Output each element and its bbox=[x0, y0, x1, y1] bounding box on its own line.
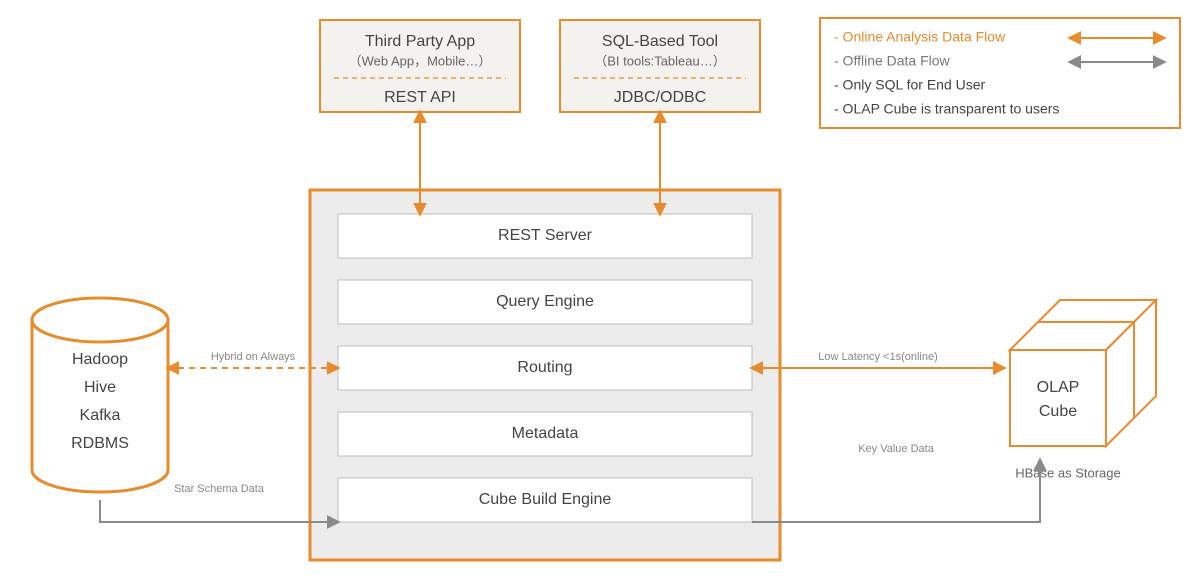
datasource-label-0: Hadoop bbox=[72, 351, 128, 368]
third-party-title: Third Party App bbox=[365, 33, 475, 50]
datasource-label-1: Hive bbox=[84, 379, 116, 396]
legend-item-2: - Only SQL for End User bbox=[834, 77, 986, 93]
legend-item-1: - Offline Data Flow bbox=[834, 53, 951, 69]
sql-tool-api: JDBC/ODBC bbox=[614, 89, 706, 106]
edge-ds-to-cube-build bbox=[100, 500, 338, 522]
edge-label-cube-build-to-olap: Key Value Data bbox=[858, 443, 935, 455]
sql-tool-subtitle: （BI tools:Tableau…） bbox=[594, 53, 726, 68]
edge-label-routing-to-olap: Low Latency <1s(online) bbox=[818, 351, 938, 363]
olap-cube: OLAP Cube HBase as Storage bbox=[1010, 300, 1156, 480]
legend-item-0: - Online Analysis Data Flow bbox=[834, 29, 1006, 45]
olap-storage-label: HBase as Storage bbox=[1015, 465, 1121, 480]
edge-label-ds-to-cube-build: Star Schema Data bbox=[174, 483, 265, 495]
edge-cube-build-to-olap bbox=[752, 460, 1040, 522]
legend: - Online Analysis Data Flow - Offline Dat… bbox=[820, 18, 1180, 128]
rest-server-label: REST Server bbox=[498, 227, 593, 244]
engine-container: REST Server Query Engine Routing Metadata Cu… bbox=[310, 190, 780, 560]
sql-tool-title: SQL-Based Tool bbox=[602, 33, 718, 50]
query-engine-label: Query Engine bbox=[496, 293, 594, 310]
edge-label-routing-to-ds: Hybrid on Always bbox=[211, 351, 296, 363]
third-party-api: REST API bbox=[384, 89, 456, 106]
third-party-subtitle: （Web App，Mobile…） bbox=[349, 53, 492, 68]
sql-tool-box: SQL-Based Tool （BI tools:Tableau…） JDBC/OD… bbox=[560, 20, 760, 112]
datasource-label-3: RDBMS bbox=[71, 435, 129, 452]
datasource-cylinder: Hadoop Hive Kafka RDBMS bbox=[32, 298, 168, 492]
metadata-label: Metadata bbox=[512, 425, 579, 442]
third-party-box: Third Party App （Web App，Mobile…） REST API bbox=[320, 20, 520, 112]
legend-item-3: - OLAP Cube is transparent to users bbox=[834, 101, 1059, 117]
cube-build-label: Cube Build Engine bbox=[479, 491, 612, 508]
olap-label-1: Cube bbox=[1039, 403, 1077, 420]
olap-label-0: OLAP bbox=[1037, 379, 1080, 396]
routing-label: Routing bbox=[517, 359, 572, 376]
datasource-label-2: Kafka bbox=[80, 407, 121, 424]
